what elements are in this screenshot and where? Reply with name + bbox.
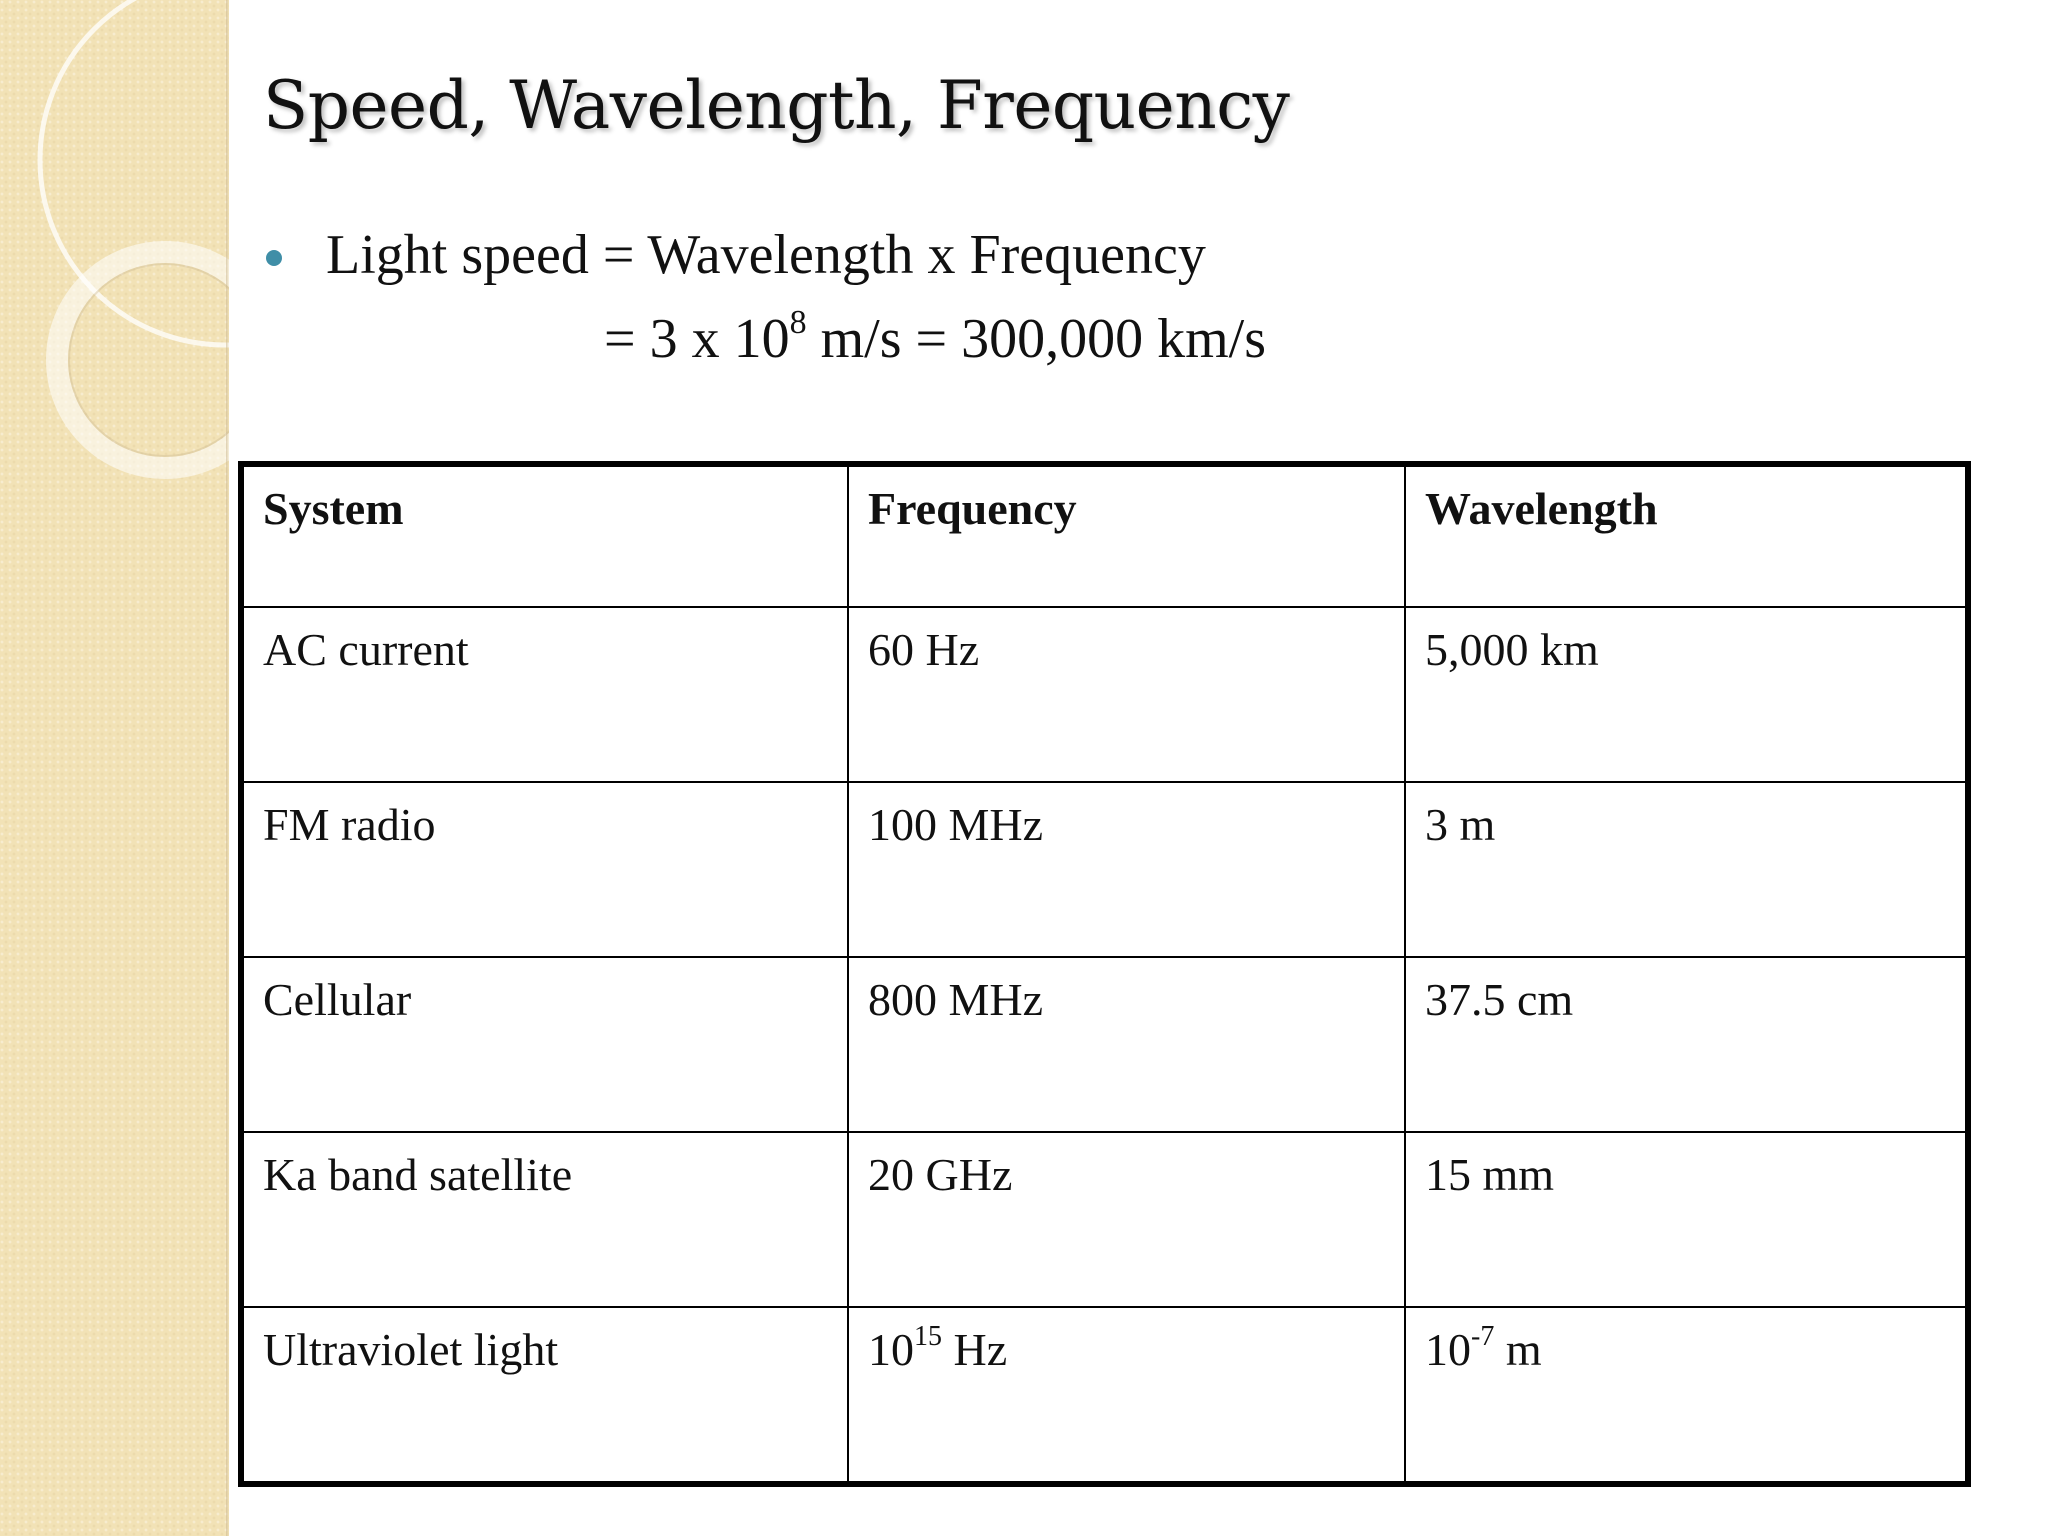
bullet-text-line2: = 3 x 108 m/s = 300,000 km/s [604,306,1266,373]
cell-wavelength: 37.5 cm [1404,956,1969,1133]
wavelength-base: 3 m [1425,799,1496,850]
cell-wavelength: 10-7 m [1404,1306,1969,1485]
header-wavelength: Wavelength [1404,463,1969,608]
frequency-base: 10 [868,1324,914,1375]
frequency-base: 60 Hz [868,624,980,675]
frequency-wavelength-table: System Frequency Wavelength AC current 6… [238,461,1971,1487]
frequency-base: 100 MHz [868,799,1044,850]
wavelength-base: 15 mm [1425,1149,1555,1200]
cell-frequency: 1015 Hz [847,1306,1406,1485]
table-row: FM radio 100 MHz 3 m [240,781,1969,958]
wavelength-base: 5,000 km [1425,624,1599,675]
speed-prefix: = 3 x 10 [604,308,790,370]
speed-suffix: m/s = 300,000 km/s [806,308,1266,370]
header-system: System [240,463,849,608]
cell-wavelength: 3 m [1404,781,1969,958]
speed-exponent: 8 [789,304,807,342]
cell-wavelength: 15 mm [1404,1131,1969,1308]
frequency-base: 800 MHz [868,974,1044,1025]
cell-system: Ultraviolet light [240,1306,849,1485]
cell-system: Cellular [240,956,849,1133]
table-header-row: System Frequency Wavelength [240,463,1969,608]
frequency-unit: Hz [942,1324,1008,1375]
slide-title: Speed, Wavelength, Frequency [263,67,1290,144]
table-row: AC current 60 Hz 5,000 km [240,606,1969,783]
cell-frequency: 60 Hz [847,606,1406,783]
wavelength-unit: m [1494,1324,1542,1375]
bullet-text-line1: Light speed = Wavelength x Frequency [326,224,1206,286]
cell-frequency: 800 MHz [847,956,1406,1133]
decorative-side-panel [0,0,229,1536]
table-row: Cellular 800 MHz 37.5 cm [240,956,1969,1133]
wavelength-base: 37.5 cm [1425,974,1574,1025]
cell-system: Ka band satellite [240,1131,849,1308]
frequency-exponent: 15 [914,1320,942,1352]
decorative-rings-icon [37,0,229,479]
cell-frequency: 20 GHz [847,1131,1406,1308]
bullet-dot-icon [266,250,282,266]
cell-frequency: 100 MHz [847,781,1406,958]
table-row: Ultraviolet light 1015 Hz 10-7 m [240,1306,1969,1485]
cell-system: AC current [240,606,849,783]
wavelength-exponent: -7 [1471,1320,1495,1352]
header-frequency: Frequency [847,463,1406,608]
side-panel-edge [226,0,229,1536]
cell-system: FM radio [240,781,849,958]
cell-wavelength: 5,000 km [1404,606,1969,783]
table-row: Ka band satellite 20 GHz 15 mm [240,1131,1969,1308]
frequency-base: 20 GHz [868,1149,1013,1200]
wavelength-base: 10 [1425,1324,1471,1375]
